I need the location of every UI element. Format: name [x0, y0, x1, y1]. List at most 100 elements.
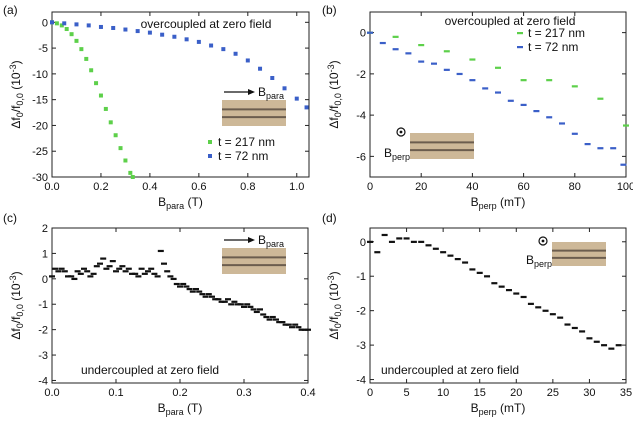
- field-label: Bpara: [258, 85, 284, 101]
- x-tick-label: 1.0: [289, 181, 304, 193]
- data-point: [484, 275, 491, 278]
- data-point: [151, 272, 158, 275]
- data-point: [205, 293, 212, 296]
- data-point: [122, 270, 129, 273]
- data-point: [367, 31, 373, 34]
- y-tick-label: -2: [38, 325, 48, 337]
- field-label: Bpara: [258, 233, 284, 249]
- data-point: [116, 267, 123, 270]
- y-tick-label: 0: [42, 274, 48, 286]
- data-point: [257, 308, 263, 311]
- data-point: [405, 52, 412, 55]
- data-point: [55, 270, 62, 273]
- y-tick-label: -3: [356, 340, 366, 352]
- data-point: [79, 47, 84, 52]
- data-point: [258, 66, 263, 71]
- x-axis-label: Bpara (T): [158, 195, 203, 211]
- y-tick-label: 0: [360, 237, 366, 249]
- x-tick-label: 35: [620, 387, 632, 399]
- data-point: [549, 313, 556, 316]
- data-point: [289, 326, 295, 329]
- data-point: [103, 267, 110, 270]
- data-point: [571, 85, 578, 88]
- panel-label: (c): [3, 211, 17, 225]
- data-point: [584, 143, 591, 146]
- x-tick-label: 0.2: [172, 387, 187, 399]
- data-point: [154, 275, 161, 278]
- data-point: [495, 66, 501, 69]
- data-point: [454, 258, 461, 261]
- data-point: [111, 25, 116, 30]
- data-point: [520, 103, 527, 107]
- data-point: [440, 251, 447, 254]
- data-point: [128, 170, 133, 175]
- data-point: [71, 277, 78, 281]
- data-point: [520, 79, 527, 82]
- field-dot-icon: [541, 239, 545, 243]
- data-point: [276, 321, 283, 324]
- data-point: [586, 337, 593, 340]
- data-point: [50, 20, 54, 25]
- data-point: [135, 29, 140, 34]
- inset-sample-sketch: Bperp: [526, 236, 606, 269]
- data-point: [138, 267, 145, 270]
- data-series: [50, 20, 135, 179]
- y-axis-label: Δf0/f0,0 (10-3): [8, 271, 25, 339]
- data-point: [410, 240, 417, 243]
- y-axis-label: Δf0/f0,0 (10-3): [326, 271, 343, 339]
- data-series: [367, 233, 622, 350]
- data-series: [50, 20, 309, 110]
- legend-label: t = 72 nm: [528, 40, 578, 54]
- inset-substrate: [552, 242, 606, 266]
- data-point: [533, 110, 540, 113]
- data-point: [403, 237, 410, 240]
- data-point: [237, 303, 244, 306]
- inset-substrate: [222, 248, 286, 274]
- y-tick-label: -5: [38, 43, 48, 55]
- x-tick-label: 30: [583, 387, 595, 399]
- panel-label: (b): [322, 3, 337, 17]
- y-tick-label: -20: [32, 120, 48, 132]
- data-point: [292, 323, 299, 326]
- data-point: [52, 267, 59, 270]
- legend-marker: [517, 32, 523, 35]
- data-point: [87, 275, 94, 278]
- data-point: [161, 262, 167, 265]
- data-point: [106, 265, 113, 268]
- data-point: [623, 124, 629, 127]
- data-point: [282, 323, 289, 326]
- data-point: [113, 270, 119, 273]
- data-point: [186, 287, 193, 291]
- data-point: [167, 275, 174, 278]
- data-point: [374, 251, 381, 254]
- data-point: [301, 328, 308, 331]
- data-point: [74, 38, 79, 43]
- legend-label: t = 217 nm: [528, 26, 585, 40]
- x-tick-label: 100: [617, 181, 633, 193]
- data-point: [263, 315, 270, 319]
- data-point: [608, 347, 615, 350]
- y-tick-label: -15: [32, 95, 48, 107]
- y-tick-label: -2: [356, 306, 366, 318]
- data-point: [58, 267, 65, 270]
- data-point: [557, 316, 564, 319]
- data-point: [507, 99, 514, 102]
- data-point: [113, 133, 118, 138]
- y-tick-label: 2: [42, 223, 48, 235]
- data-point: [535, 306, 542, 309]
- y-tick-label: 1: [42, 248, 48, 260]
- x-tick-label: 0.3: [236, 387, 251, 399]
- x-tick-label: 20: [415, 181, 427, 193]
- data-point: [388, 240, 395, 243]
- data-point: [209, 295, 215, 298]
- data-point: [282, 86, 287, 91]
- data-point: [196, 39, 201, 44]
- y-tick-label: -10: [32, 69, 48, 81]
- field-dot-icon: [399, 130, 403, 134]
- data-point: [103, 106, 108, 111]
- panel-label: (d): [322, 211, 337, 225]
- inset-sample-sketch: Bpara: [222, 233, 286, 274]
- data-point: [164, 270, 171, 273]
- y-tick-label: 0: [360, 28, 366, 40]
